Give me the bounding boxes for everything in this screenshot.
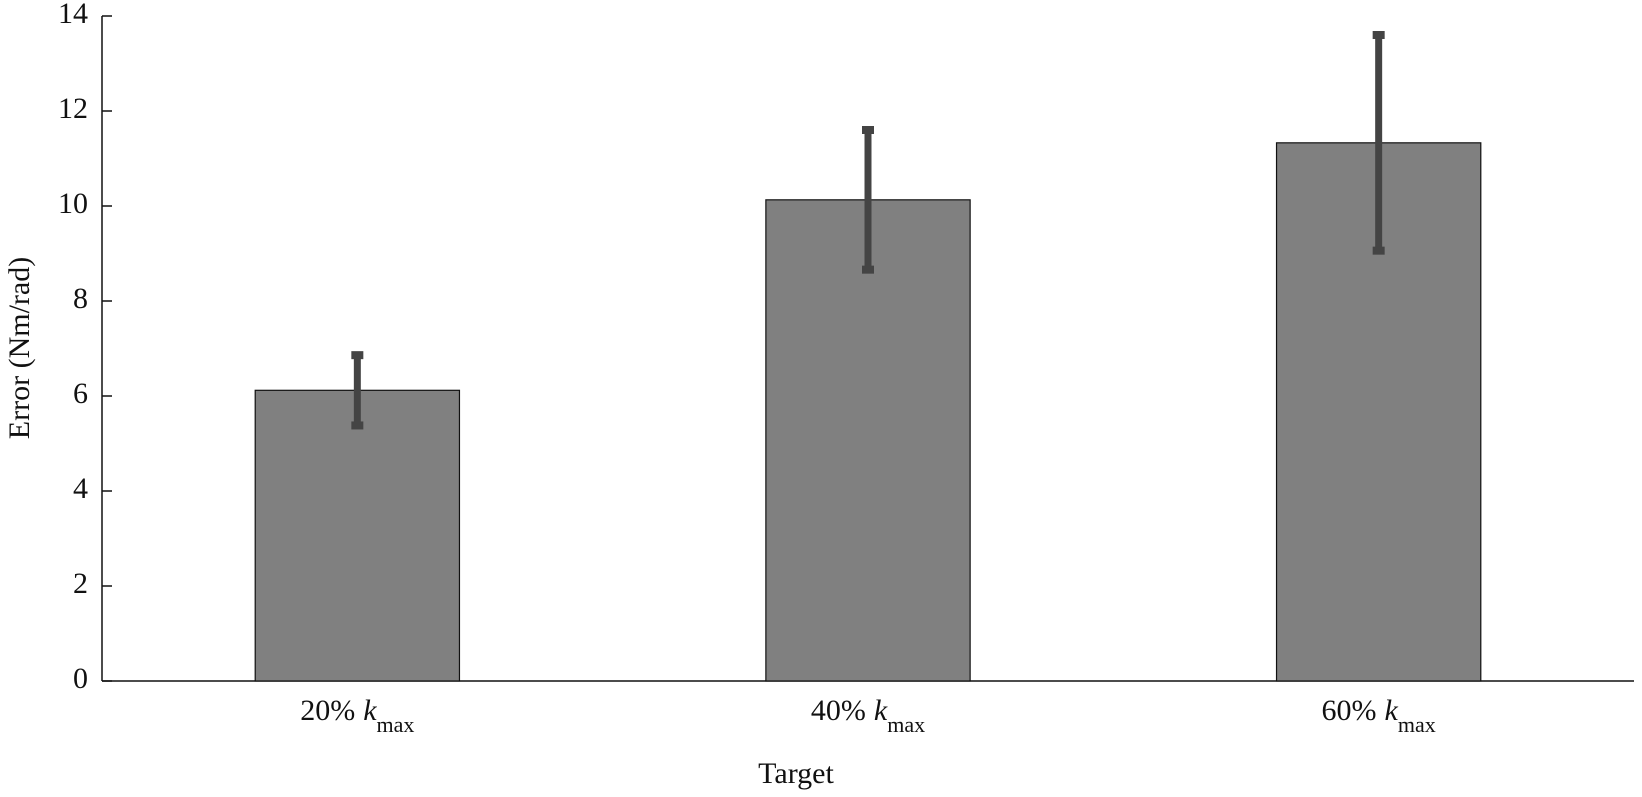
error-cap	[862, 265, 874, 274]
x-axis-title: Target	[758, 757, 834, 790]
bar	[254, 389, 461, 682]
y-tick-label: 4	[73, 472, 88, 505]
y-tick-label: 12	[58, 92, 88, 125]
category-sub: max	[1398, 712, 1436, 737]
error-cap	[1372, 31, 1385, 39]
y-tick-label: 2	[73, 567, 88, 600]
error-cap	[351, 351, 364, 360]
x-tick-label: 60% kmax	[1322, 694, 1436, 737]
bar	[765, 199, 971, 682]
category-sub: max	[887, 712, 925, 737]
category-text: 40%	[811, 694, 866, 727]
category-text: 60%	[1322, 694, 1377, 727]
error-cap	[351, 421, 364, 430]
category-sub: max	[377, 712, 415, 737]
error-cap	[862, 126, 874, 134]
category-text: 20%	[300, 694, 355, 727]
y-tick-label: 6	[73, 377, 88, 410]
y-tick-label: 10	[58, 187, 88, 220]
x-tick-label: 20% kmax	[300, 694, 414, 737]
category-var: k	[1385, 694, 1399, 727]
category-var: k	[363, 694, 377, 727]
y-tick-label: 0	[73, 662, 88, 695]
category-var: k	[874, 694, 888, 727]
error-cap	[1372, 246, 1385, 255]
x-tick-label: 40% kmax	[811, 694, 925, 737]
y-tick-label: 8	[73, 282, 88, 315]
y-axis-title: Error (Nm/rad)	[3, 257, 36, 439]
y-tick-label: 14	[58, 0, 88, 30]
